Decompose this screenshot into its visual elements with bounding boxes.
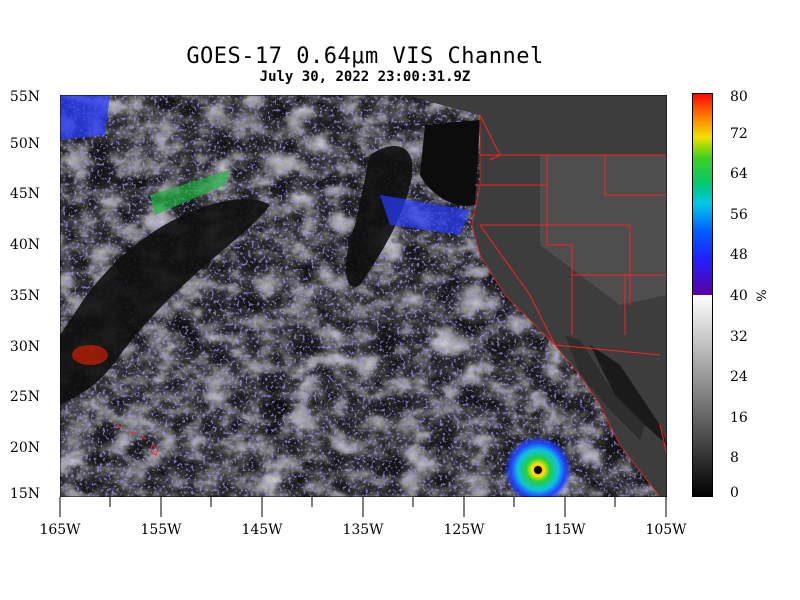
colorbar-label-16: 16 — [730, 410, 748, 426]
lat-label-25n: 25N — [9, 389, 40, 405]
lat-label-30n: 30N — [9, 339, 40, 355]
colorbar-label-64: 64 — [730, 166, 748, 182]
lon-label-145w: 145W — [241, 522, 283, 538]
lon-label-105w: 105W — [645, 522, 687, 538]
lat-label-55n: 55N — [9, 89, 40, 105]
hawaii-islands — [114, 424, 159, 456]
lon-label-155w: 155W — [140, 522, 182, 538]
colorbar-label-80: 80 — [730, 89, 748, 105]
colorbar-label-40: 40 — [730, 288, 748, 304]
colorbar-label-24: 24 — [730, 369, 748, 385]
lat-label-35n: 35N — [9, 288, 40, 304]
colorbar-label-0: 0 — [730, 485, 739, 501]
colorbar-label-48: 48 — [730, 247, 748, 263]
lon-label-135w: 135W — [342, 522, 384, 538]
colorbar-unit: % — [752, 289, 768, 302]
colorbar-label-8: 8 — [730, 450, 739, 466]
lat-label-20n: 20N — [9, 440, 40, 456]
satellite-map — [60, 95, 667, 497]
lon-label-115w: 115W — [544, 522, 586, 538]
image-title: GOES-17 0.64μm VIS Channel — [186, 44, 544, 69]
lat-label-50n: 50N — [9, 136, 40, 152]
colorbar-label-56: 56 — [730, 207, 748, 223]
lon-label-125w: 125W — [443, 522, 485, 538]
political-borders — [475, 114, 667, 456]
lat-label-15n: 15N — [9, 486, 40, 502]
lat-label-45n: 45N — [9, 186, 40, 202]
lon-label-165w: 165W — [39, 522, 81, 538]
colorbar — [692, 93, 713, 497]
image-timestamp: July 30, 2022 23:00:31.9Z — [259, 69, 471, 85]
lat-label-40n: 40N — [9, 237, 40, 253]
colorbar-label-32: 32 — [730, 329, 748, 345]
colorbar-label-72: 72 — [730, 126, 748, 142]
